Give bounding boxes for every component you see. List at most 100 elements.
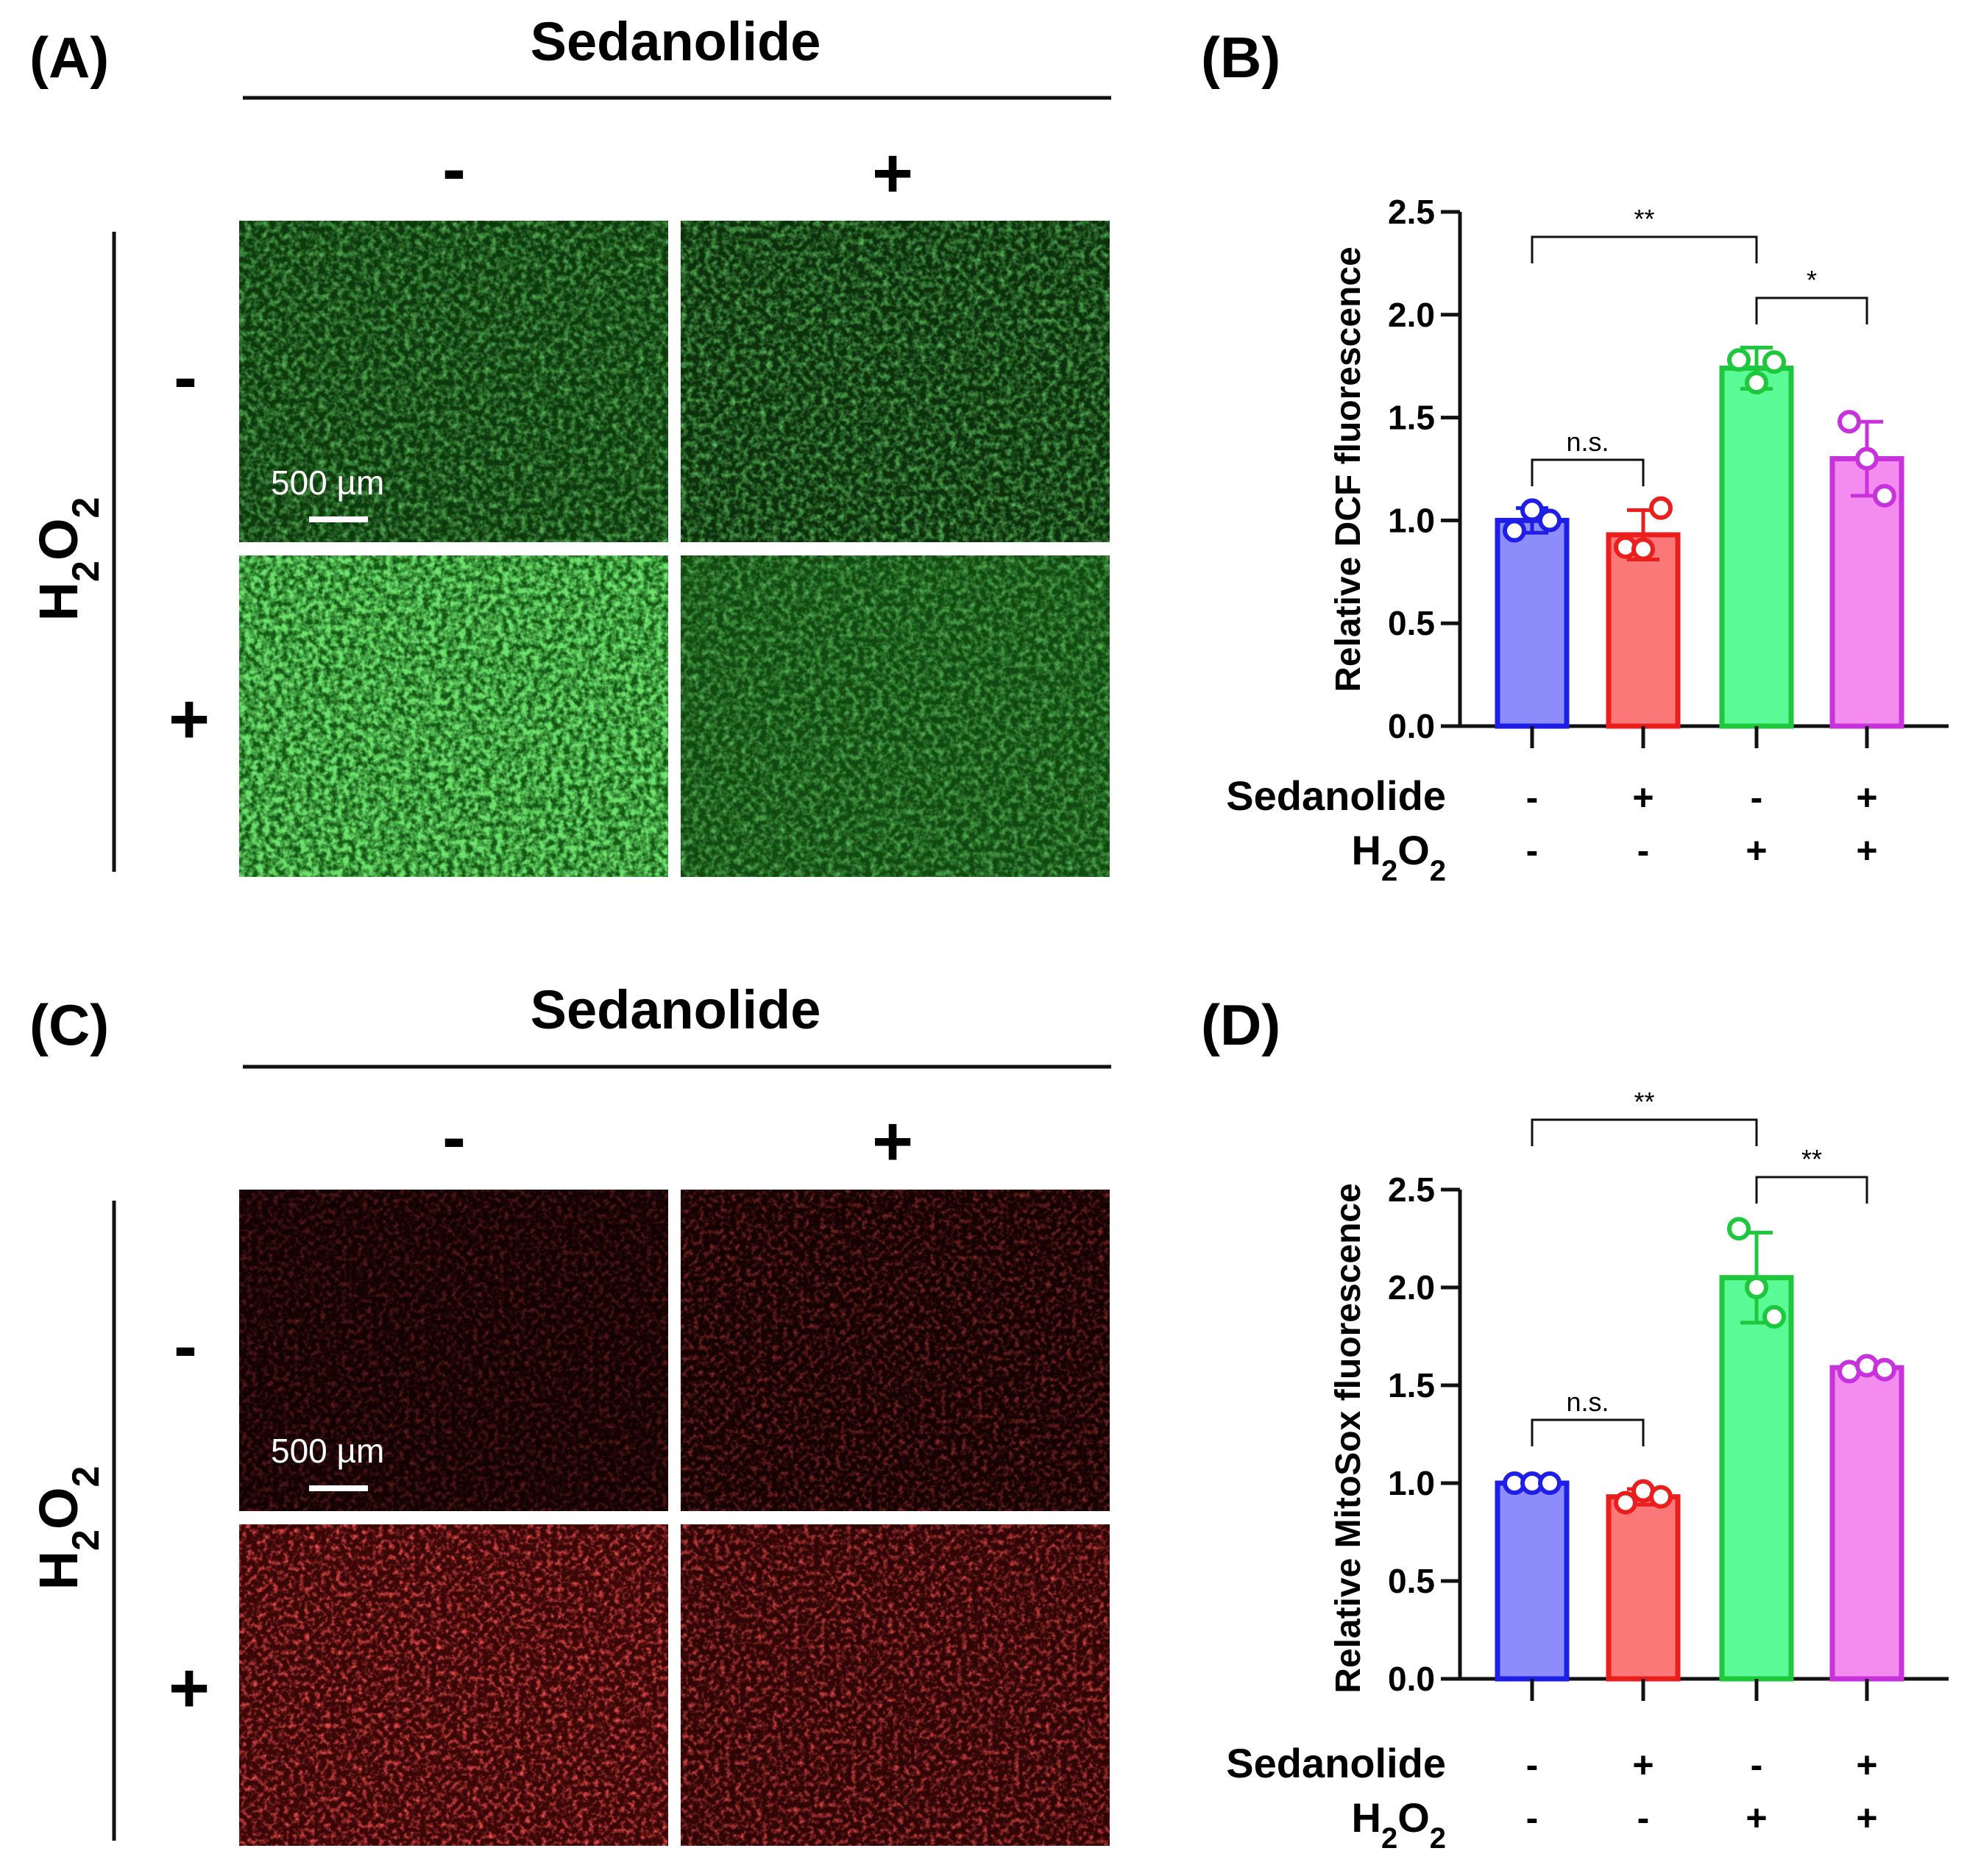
data-point <box>1762 1304 1786 1329</box>
panel-label: (B) <box>1201 25 1280 90</box>
y-axis-title: Relative MitoSox fluorescence <box>1329 1183 1368 1694</box>
panel-c: (C) Sedanolide - + H2O2 - + 500 µm <box>28 979 1111 1846</box>
data-point <box>1503 519 1526 543</box>
panel-label: (D) <box>1201 992 1280 1057</box>
sedanolide-sign: - <box>1751 777 1763 818</box>
y-tick-label: 0.5 <box>1388 1562 1435 1600</box>
y-tick-label: 1.0 <box>1388 1464 1435 1502</box>
chart-dcf: (B) 0.0 0.5 1.0 1.5 2.0 2.5 Relative DCF fluore… <box>1201 25 1949 887</box>
data-point <box>1649 496 1673 520</box>
micrograph-dcf-h2o2 <box>239 555 668 877</box>
significance-label: n.s. <box>1566 1387 1609 1417</box>
data-point <box>1837 410 1861 434</box>
h2o2-sign: - <box>1526 1797 1539 1838</box>
row-label-sedanolide: Sedanolide <box>1226 772 1446 819</box>
data-point <box>1631 537 1655 561</box>
significance-bracket <box>1531 1118 1758 1146</box>
micrograph-mitosox-sedanolide-h2o2 <box>681 1524 1110 1846</box>
data-point <box>1649 1485 1673 1509</box>
sedanolide-sign: - <box>1526 1744 1539 1786</box>
row-plus-label: + <box>169 680 210 758</box>
data-point <box>1614 1491 1637 1515</box>
bar-0 <box>1495 517 1570 729</box>
bar-2 <box>1719 365 1794 729</box>
scale-bar-label: 500 µm <box>271 463 384 502</box>
significance-label: ** <box>1801 1144 1822 1174</box>
significance-label: ** <box>1634 204 1654 234</box>
micrograph-mitosox-h2o2 <box>239 1524 668 1846</box>
significance-label: n.s. <box>1566 427 1609 457</box>
h2o2-sign: - <box>1637 1797 1650 1838</box>
row-label-h2o2: H2O2 <box>1351 827 1446 887</box>
sedanolide-sign: - <box>1751 1744 1763 1786</box>
panel-c-label: (C) <box>29 992 109 1057</box>
y-tick-label: 1.0 <box>1388 501 1435 539</box>
bar-1 <box>1606 1494 1681 1682</box>
h2o2-sign: - <box>1526 830 1539 871</box>
column-minus-label: - <box>442 129 466 208</box>
micrograph-dcf-sedanolide <box>681 221 1110 542</box>
column-plus-label: + <box>872 134 913 213</box>
significance-bracket <box>1531 235 1758 263</box>
y-tick-label: 0.5 <box>1388 604 1435 642</box>
row-minus-label: - <box>174 1307 197 1385</box>
significance-bracket <box>1755 296 1868 324</box>
significance-bracket <box>1755 1176 1868 1204</box>
scale-bar-label: 500 µm <box>271 1432 384 1470</box>
h2o2-sign: + <box>1856 830 1877 871</box>
chart-mitosox: (D) 0.0 0.5 1.0 1.5 2.0 2.5 Relative MitoSox fl… <box>1201 992 1949 1855</box>
sedanolide-sign: + <box>1632 777 1654 818</box>
y-tick-label: 1.5 <box>1388 399 1435 437</box>
significance-bracket <box>1531 1418 1645 1446</box>
y-tick-label: 2.0 <box>1388 296 1435 334</box>
bar-2 <box>1719 1275 1794 1682</box>
row-label-h2o2: H2O2 <box>1351 1794 1446 1855</box>
column-minus-label: - <box>442 1098 466 1176</box>
panel-a: (A) Sedanolide - + H2O2 - + 500 µm <box>28 11 1111 877</box>
y-tick-label: 2.0 <box>1388 1268 1435 1307</box>
column-plus-label: + <box>872 1102 913 1181</box>
row-plus-label: + <box>169 1649 210 1727</box>
data-point <box>1727 1217 1751 1241</box>
data-point <box>1873 483 1896 508</box>
panel-a-label: (A) <box>29 25 109 90</box>
y-axis-title: Relative DCF fluorescence <box>1329 246 1368 692</box>
row-title-h2o2: H2O2 <box>28 497 107 622</box>
row-title-h2o2: H2O2 <box>28 1466 107 1591</box>
data-point <box>1873 1357 1896 1382</box>
data-point <box>1538 508 1562 533</box>
data-point <box>1745 1276 1768 1299</box>
data-point <box>1538 1471 1562 1495</box>
h2o2-sign: + <box>1746 830 1767 871</box>
y-tick-label: 1.5 <box>1388 1366 1435 1404</box>
data-point <box>1727 348 1751 372</box>
bar-3 <box>1829 1365 1904 1682</box>
panel-c-column-title: Sedanolide <box>531 979 821 1040</box>
significance-label: ** <box>1634 1087 1654 1117</box>
y-tick-label: 2.5 <box>1388 1170 1435 1209</box>
panel-a-column-title: Sedanolide <box>531 11 821 72</box>
micrograph-mitosox-control <box>239 1190 668 1511</box>
micrograph-dcf-control <box>239 221 668 542</box>
bar-1 <box>1606 532 1681 729</box>
y-tick-label: 0.0 <box>1388 1660 1435 1698</box>
y-tick-label: 2.5 <box>1388 193 1435 231</box>
h2o2-sign: - <box>1637 830 1650 871</box>
y-tick-label: 0.0 <box>1388 707 1435 745</box>
row-minus-label: - <box>174 338 197 416</box>
data-point <box>1745 371 1768 395</box>
significance-label: * <box>1807 265 1817 295</box>
micrograph-mitosox-sedanolide <box>681 1190 1110 1511</box>
sedanolide-sign: + <box>1856 1744 1877 1786</box>
row-label-sedanolide: Sedanolide <box>1226 1740 1446 1786</box>
h2o2-sign: + <box>1856 1797 1877 1838</box>
sedanolide-sign: - <box>1526 777 1539 818</box>
sedanolide-sign: + <box>1856 777 1877 818</box>
bar-0 <box>1495 1480 1570 1682</box>
significance-bracket <box>1531 458 1645 486</box>
data-point <box>1762 350 1786 374</box>
data-point <box>1855 447 1879 471</box>
micrograph-dcf-sedanolide-h2o2 <box>681 555 1110 877</box>
sedanolide-sign: + <box>1632 1744 1654 1786</box>
